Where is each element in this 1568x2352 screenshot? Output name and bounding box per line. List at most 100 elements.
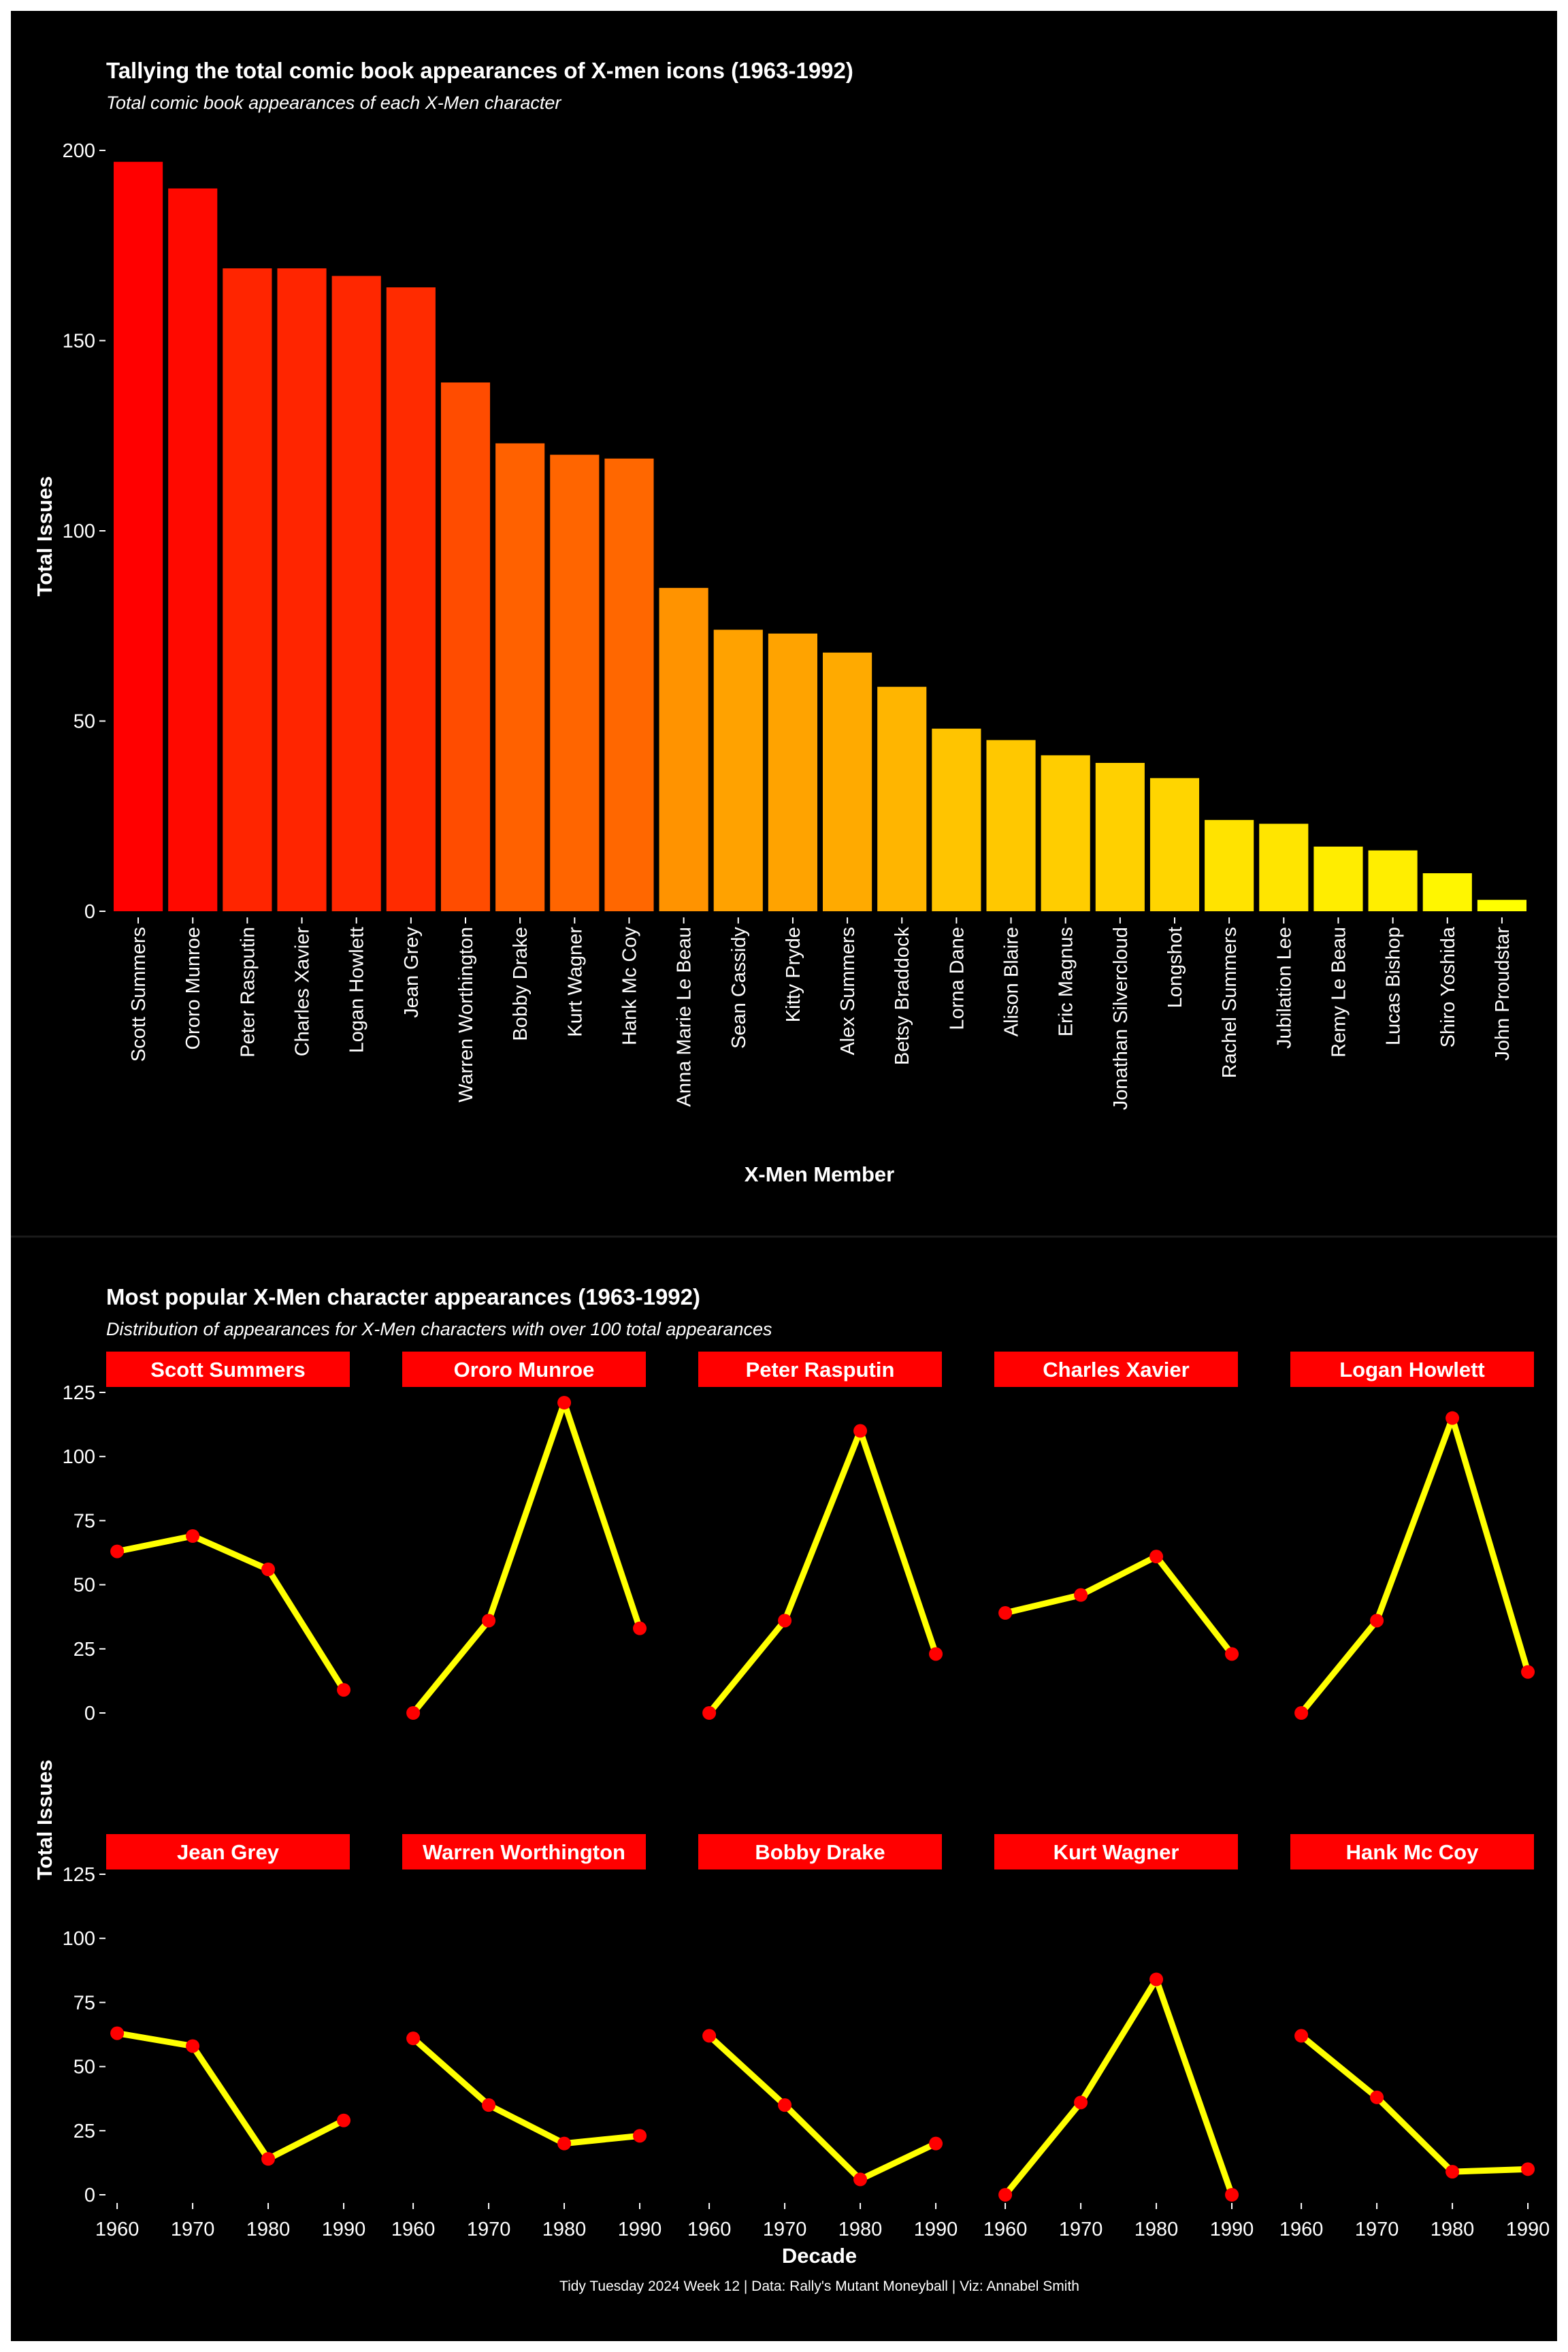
facet-y-tick-label: 125 xyxy=(63,1382,95,1404)
facet-x-tick-label: 1980 xyxy=(1134,2219,1179,2240)
bar-x-tick-label: Ororo Munroe xyxy=(182,927,204,1050)
data-point xyxy=(853,2172,868,2187)
bar xyxy=(1149,778,1200,911)
bar-x-tick-label: Betsy Braddock xyxy=(892,927,913,1066)
data-point xyxy=(1294,2029,1309,2043)
bar-x-tick-label: Bobby Drake xyxy=(510,927,532,1041)
bar xyxy=(877,687,927,911)
facet-label: Kurt Wagner xyxy=(1054,1840,1179,1864)
data-point xyxy=(186,1529,200,1544)
facet-y-tick-label: 0 xyxy=(84,1703,95,1725)
bar-x-tick-label: Alex Summers xyxy=(837,927,859,1056)
bar-x-tick-label: Scott Summers xyxy=(128,927,150,1062)
bar-y-tick-label: 100 xyxy=(63,521,95,542)
facet-label: Logan Howlett xyxy=(1339,1358,1485,1382)
series-line xyxy=(1002,1976,1235,2197)
series-line xyxy=(116,2030,346,2162)
series-line xyxy=(706,1428,939,1715)
bar xyxy=(932,728,981,911)
bar xyxy=(223,268,272,911)
bar xyxy=(1095,762,1145,911)
facet-x-tick-label: 1960 xyxy=(983,2219,1028,2240)
bar xyxy=(440,382,491,911)
facet-panel: Charles Xavier xyxy=(994,1352,1239,1661)
data-point xyxy=(1149,1972,1164,1987)
bar-x-axis-title: X-Men Member xyxy=(745,1162,894,1186)
bar xyxy=(1259,823,1309,911)
facet-panel: Kurt Wagner 1960 1970 1980 1990 xyxy=(983,1834,1254,2240)
facet-y-axis-title: Total Issues xyxy=(33,1760,56,1880)
data-point xyxy=(1521,2162,1535,2176)
facet-chart-title: Most popular X-Men character appearances… xyxy=(106,1284,700,1309)
bar-x-tick-label: Alison Blaire xyxy=(1001,927,1023,1036)
data-point xyxy=(702,1706,717,1720)
facet-label: Hank Mc Coy xyxy=(1346,1840,1479,1864)
bar xyxy=(604,458,654,911)
facet-x-tick-label: 1970 xyxy=(467,2219,511,2240)
bar-y-tick-label: 200 xyxy=(63,140,95,162)
bar-y-tick-label: 0 xyxy=(84,901,95,923)
bar-x-tick-label: Logan Howlett xyxy=(346,927,368,1053)
data-point xyxy=(110,1544,125,1558)
bar xyxy=(168,188,218,911)
facet-y-tick-label: 125 xyxy=(63,1864,95,1886)
facet-label: Ororo Munroe xyxy=(454,1358,595,1382)
data-point xyxy=(482,1614,496,1628)
data-point xyxy=(261,1562,276,1576)
facet-strip xyxy=(994,1352,1238,1387)
bar-x-tick-label: Warren Worthington xyxy=(455,927,477,1102)
bar-y-axis: 0 50 100 150 200 xyxy=(63,140,105,923)
bar xyxy=(768,633,817,911)
data-point xyxy=(482,2098,496,2112)
facet-strip xyxy=(106,1352,350,1387)
caption: Tidy Tuesday 2024 Week 12 | Data: Rally'… xyxy=(559,2278,1079,2294)
facet-x-tick-label: 1980 xyxy=(246,2219,291,2240)
bar xyxy=(1368,850,1418,911)
data-point xyxy=(337,1683,351,1697)
series-line xyxy=(707,2034,937,2183)
facet-panel: Logan Howlett xyxy=(1290,1352,1535,1720)
data-point xyxy=(110,2026,125,2040)
data-point xyxy=(1370,2090,1384,2104)
data-point xyxy=(337,2113,351,2127)
bar-x-tick-label: Jonathan Silvercloud xyxy=(1110,927,1132,1110)
facet-y-tick-label: 25 xyxy=(74,2121,95,2142)
bar-x-tick-label: Sean Cassidy xyxy=(728,927,750,1049)
bar xyxy=(1422,873,1472,911)
facet-panel: Scott Summers xyxy=(106,1352,351,1697)
data-point xyxy=(1370,1614,1384,1628)
bar-x-tick-label: Hank Mc Coy xyxy=(619,927,640,1046)
bar-chart-title: Tallying the total comic book appearance… xyxy=(106,58,853,83)
bar-y-axis-title: Total Issues xyxy=(33,476,56,597)
facet-x-tick-label: 1990 xyxy=(322,2219,366,2240)
facet-x-tick-label: 1960 xyxy=(391,2219,436,2240)
bar xyxy=(659,587,708,911)
bar-x-tick-label: Shiro Yoshida xyxy=(1437,926,1459,1047)
series-line xyxy=(1004,1553,1235,1656)
data-point xyxy=(1074,2095,1088,2110)
bar xyxy=(1313,846,1363,911)
facet-x-tick-label: 1990 xyxy=(1506,2219,1550,2240)
bar-x-tick-label: Remy Le Beau xyxy=(1328,927,1350,1058)
facet-strip xyxy=(994,1834,1238,1869)
data-point xyxy=(633,1621,647,1635)
facet-x-tick-label: 1960 xyxy=(1279,2219,1324,2240)
bar xyxy=(114,161,163,911)
facet-strip xyxy=(402,1352,646,1387)
facet-x-tick-label: 1990 xyxy=(1210,2219,1254,2240)
facet-x-tick-label: 1980 xyxy=(838,2219,883,2240)
bar-x-tick-label: Anna Marie Le Beau xyxy=(674,927,696,1107)
series-line xyxy=(1299,2033,1529,2175)
bar xyxy=(331,276,381,912)
data-point xyxy=(702,2029,717,2043)
data-point xyxy=(1225,1647,1239,1661)
facet-y-tick-label: 25 xyxy=(74,1639,95,1661)
series-line xyxy=(1298,1415,1531,1715)
series-line xyxy=(116,1533,346,1692)
bar-x-tick-label: Eric Magnus xyxy=(1056,927,1077,1036)
data-point xyxy=(1149,1550,1164,1564)
bar-x-tick-label: Jean Grey xyxy=(401,927,423,1018)
data-point xyxy=(633,2129,647,2143)
data-point xyxy=(1294,1706,1309,1720)
